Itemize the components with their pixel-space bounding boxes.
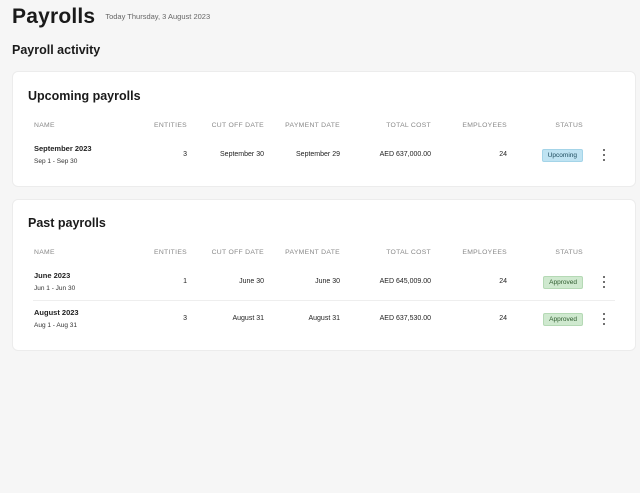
cut-off-date-value: September 30 (220, 151, 264, 158)
section-title: Payroll activity (12, 43, 101, 57)
column-header-payment-date: PAYMENT DATE (285, 249, 340, 256)
row-divider (33, 300, 615, 301)
page-date: Today Thursday, 3 August 2023 (105, 12, 211, 21)
past-payrolls-title: Past payrolls (28, 216, 106, 230)
payroll-range: Jun 1 - Jun 30 (34, 285, 76, 292)
upcoming-payrolls-card: Upcoming payrolls NAME ENTITIES CUT OFF … (12, 71, 636, 187)
more-vertical-icon[interactable] (600, 149, 608, 161)
column-header-employees: EMPLOYEES (462, 122, 507, 129)
entities-value: 3 (183, 315, 187, 322)
total-cost-value: AED 645,009.00 (379, 278, 431, 285)
past-payrolls-card: Past payrolls NAME ENTITIES CUT OFF DATE… (12, 199, 636, 351)
payroll-name: June 2023 (34, 271, 71, 280)
payroll-name: September 2023 (34, 144, 92, 153)
column-header-total-cost: TOTAL COST (386, 122, 431, 129)
status-badge: Approved (543, 313, 583, 326)
payroll-name: August 2023 (34, 308, 79, 317)
status-badge: Approved (543, 276, 583, 289)
page-header: Payrolls Today Thursday, 3 August 2023 (12, 5, 210, 29)
more-vertical-icon[interactable] (600, 276, 608, 288)
column-header-name: NAME (34, 249, 55, 256)
payment-date-value: June 30 (315, 278, 340, 285)
column-header-cut-off-date: CUT OFF DATE (211, 122, 264, 129)
cut-off-date-value: August 31 (232, 315, 264, 322)
more-vertical-icon[interactable] (600, 313, 608, 325)
employees-value: 24 (499, 315, 507, 322)
cut-off-date-value: June 30 (239, 278, 264, 285)
column-header-status: STATUS (555, 249, 583, 256)
column-header-payment-date: PAYMENT DATE (285, 122, 340, 129)
upcoming-payrolls-title: Upcoming payrolls (28, 89, 141, 103)
column-header-total-cost: TOTAL COST (386, 249, 431, 256)
column-header-name: NAME (34, 122, 55, 129)
column-header-cut-off-date: CUT OFF DATE (211, 249, 264, 256)
column-header-entities: ENTITIES (154, 249, 187, 256)
status-badge: Upcoming (541, 149, 583, 162)
payroll-range: Aug 1 - Aug 31 (34, 322, 78, 329)
column-header-status: STATUS (555, 122, 583, 129)
employees-value: 24 (499, 278, 507, 285)
page-title: Payrolls (12, 5, 96, 28)
payment-date-value: September 29 (296, 151, 340, 158)
total-cost-value: AED 637,530.00 (379, 315, 431, 322)
employees-value: 24 (499, 151, 507, 158)
column-header-employees: EMPLOYEES (462, 249, 507, 256)
payroll-range: Sep 1 - Sep 30 (34, 158, 78, 165)
total-cost-value: AED 637,000.00 (379, 151, 431, 158)
payment-date-value: August 31 (308, 315, 340, 322)
entities-value: 3 (183, 151, 187, 158)
column-header-entities: ENTITIES (154, 122, 187, 129)
entities-value: 1 (183, 278, 187, 285)
